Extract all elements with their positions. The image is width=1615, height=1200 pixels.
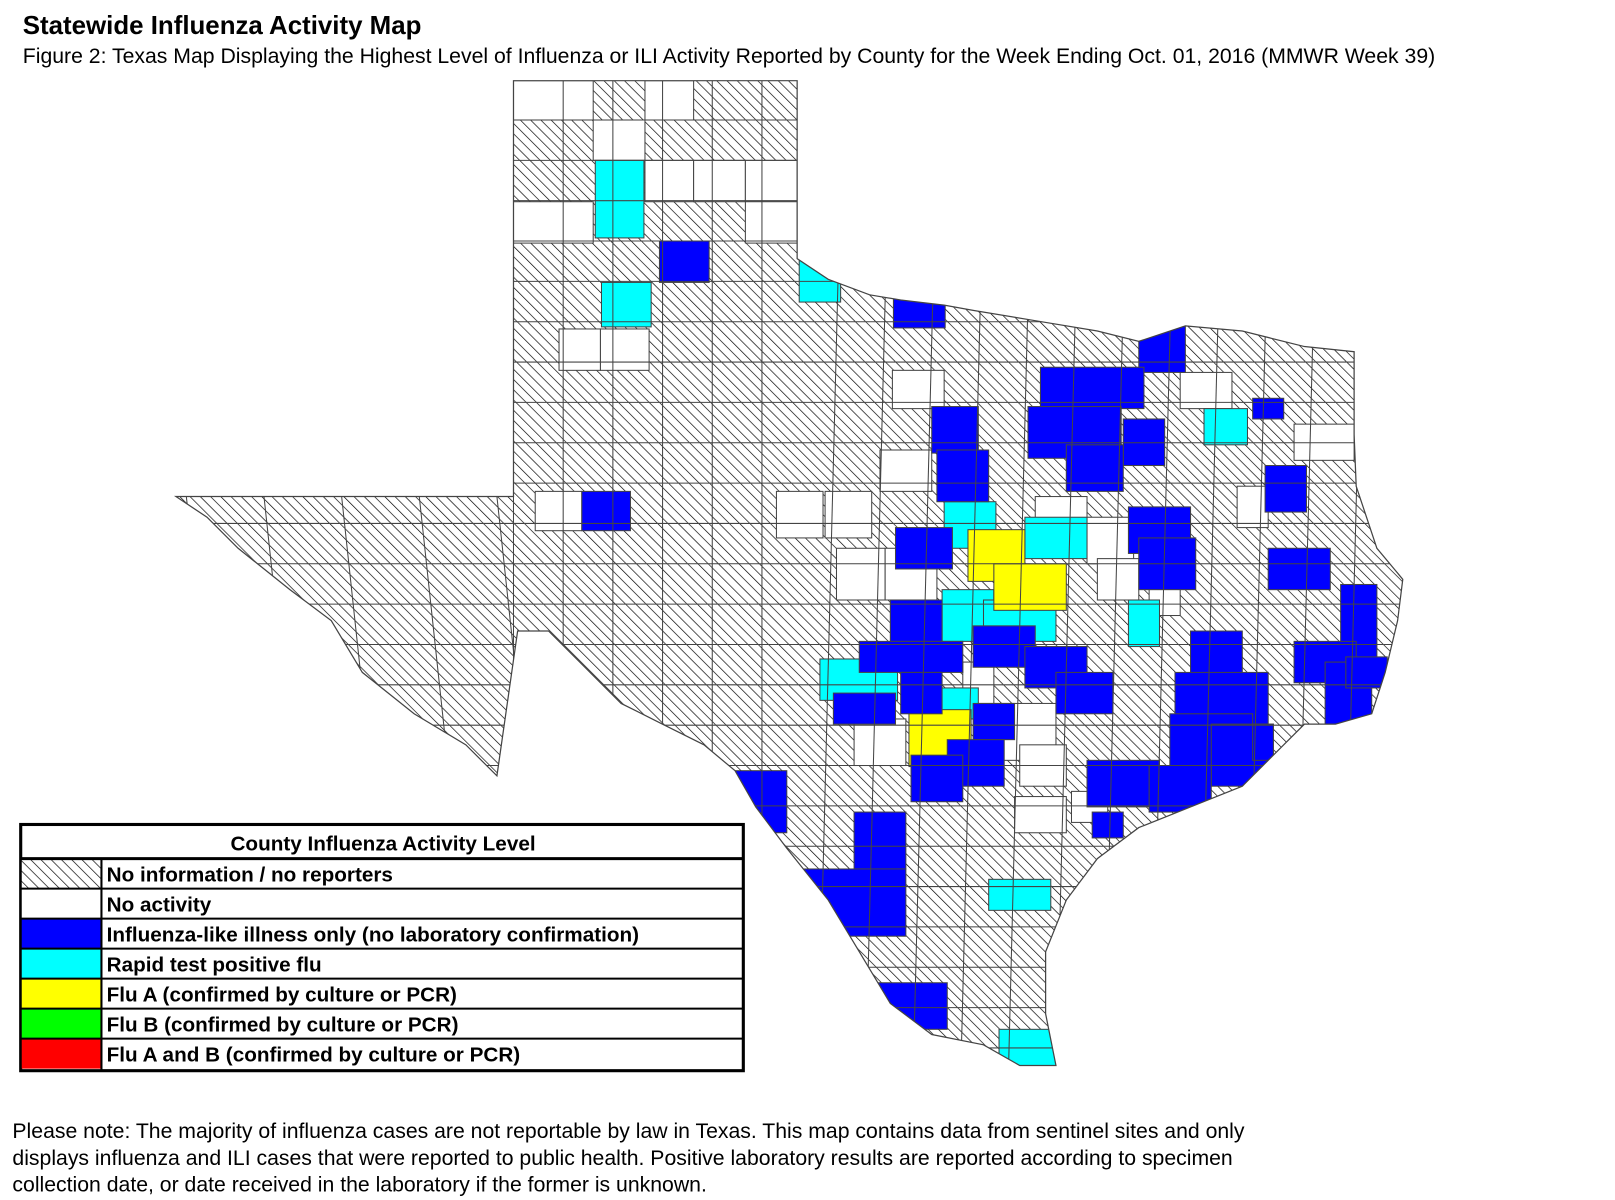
county <box>512 201 594 244</box>
legend-label: Flu A and B (confirmed by culture or PCR… <box>107 1043 521 1066</box>
map-title: Statewide Influenza Activity Map <box>23 12 422 40</box>
county <box>592 119 646 161</box>
legend-swatch <box>21 918 102 949</box>
county <box>832 692 897 725</box>
county <box>581 490 631 532</box>
county-border <box>185 496 218 787</box>
county <box>1096 558 1140 601</box>
county <box>972 702 1016 741</box>
state-border <box>173 80 1404 1067</box>
county <box>600 281 652 328</box>
county <box>558 328 601 371</box>
legend-label: Flu A (confirmed by culture or PCR) <box>107 983 457 1006</box>
county <box>796 868 907 937</box>
legend-swatch <box>21 948 102 979</box>
legend-label: No information / no reporters <box>107 863 393 886</box>
county <box>853 718 907 767</box>
legend-swatch <box>21 888 102 919</box>
county <box>1179 371 1233 410</box>
legend-swatch <box>21 1038 102 1069</box>
map-subtitle: Figure 2: Texas Map Displaying the Highe… <box>23 45 1435 68</box>
texas-map <box>173 80 1404 1067</box>
county <box>599 328 650 371</box>
county <box>1236 485 1269 529</box>
county <box>744 159 798 203</box>
county <box>910 754 964 803</box>
county-border <box>864 258 887 1066</box>
county <box>853 811 907 870</box>
county <box>936 449 990 503</box>
county <box>874 982 948 1030</box>
legend-swatch <box>21 858 102 889</box>
note-line-3: collection date, or date received in the… <box>12 1174 706 1197</box>
county <box>744 201 798 244</box>
legend-title: County Influenza Activity Level <box>230 832 535 855</box>
county <box>1091 811 1124 839</box>
county <box>775 490 824 539</box>
county <box>1252 723 1274 761</box>
legend-label: Flu B (confirmed by culture or PCR) <box>107 1013 459 1036</box>
county <box>644 159 695 203</box>
county <box>889 599 943 642</box>
county <box>1055 671 1114 715</box>
county <box>1024 516 1088 560</box>
county <box>1345 656 1388 689</box>
county <box>879 449 933 492</box>
legend-swatch <box>21 978 102 1009</box>
county <box>1127 599 1161 648</box>
legend-label: No activity <box>107 893 212 916</box>
county <box>1203 408 1249 446</box>
county <box>534 490 583 532</box>
county <box>594 159 645 239</box>
county-border <box>960 258 982 1066</box>
footnote: Please note: The majority of influenza c… <box>12 1120 1244 1197</box>
legend-swatch <box>21 1008 102 1039</box>
legend-label: Influenza-like illness only (no laborato… <box>107 923 639 946</box>
county <box>693 159 746 203</box>
county <box>1086 759 1161 808</box>
county-border <box>1007 258 1030 1066</box>
county <box>858 640 964 673</box>
county <box>1267 547 1331 591</box>
county <box>1065 444 1124 492</box>
county <box>894 527 953 570</box>
county <box>1014 796 1067 834</box>
note-line-1: Please note: The majority of influenza c… <box>12 1120 1244 1143</box>
county <box>1252 397 1285 420</box>
county <box>1264 465 1308 513</box>
note-line-2: displays influenza and ILI cases that we… <box>12 1147 1232 1170</box>
county <box>988 878 1052 911</box>
legend-label: Rapid test positive flu <box>107 953 322 976</box>
county-border <box>912 258 935 1066</box>
county <box>1086 516 1135 565</box>
county <box>900 671 943 715</box>
county <box>993 563 1067 611</box>
county <box>644 80 695 121</box>
county <box>512 80 594 121</box>
county <box>658 240 710 283</box>
county <box>1039 366 1145 410</box>
county <box>835 547 886 601</box>
legend: County Influenza Activity Level No infor… <box>19 822 745 1073</box>
county <box>931 406 979 454</box>
county <box>1138 325 1186 373</box>
